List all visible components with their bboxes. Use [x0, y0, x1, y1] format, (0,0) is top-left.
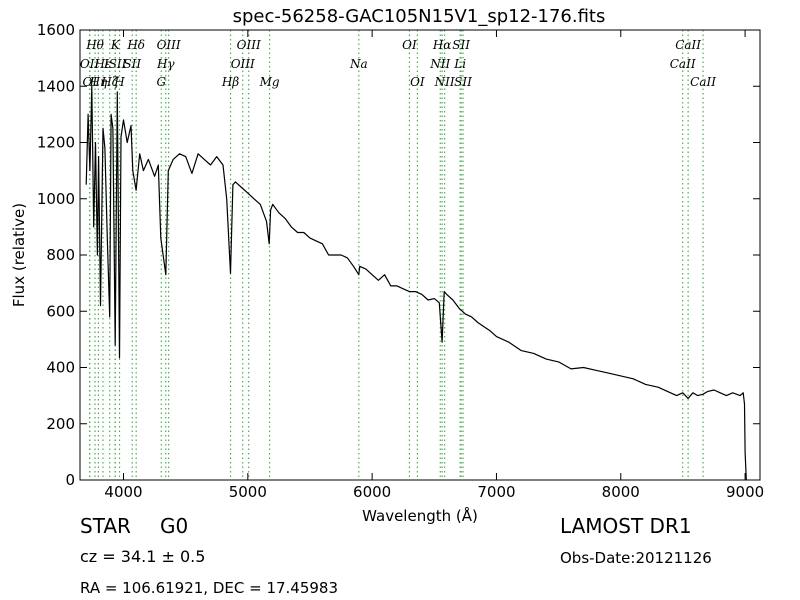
y-tick-label-1200: 1200 [37, 134, 75, 152]
y-tick-label-1000: 1000 [37, 190, 75, 208]
x-tick-label-7000: 7000 [477, 483, 515, 501]
line-marker-label-0: OII [80, 57, 100, 71]
line-marker-label-9: SII [123, 57, 141, 71]
y-tick-label-1600: 1600 [37, 21, 75, 39]
y-tick-label-600: 600 [46, 302, 75, 320]
line-marker-label-24: Li [453, 57, 466, 71]
y-tick-label-800: 800 [46, 246, 75, 264]
line-marker-label-20: OI [410, 75, 425, 89]
plot-frame [79, 29, 761, 481]
x-tick-label-6000: 6000 [353, 483, 391, 501]
line-marker-label-15: OIII [231, 57, 255, 71]
line-marker-label-1: OI [83, 75, 98, 89]
line-marker-label-7: ISII [103, 57, 127, 71]
line-marker-label-2: Hθ [85, 38, 104, 52]
line-marker-label-8: H [113, 75, 125, 89]
line-marker-label-19: OI [402, 38, 417, 52]
x-tick-label-8000: 8000 [602, 483, 640, 501]
line-marker-label-12: Hγ [156, 57, 175, 71]
x-tick-label-9000: 9000 [726, 483, 764, 501]
line-marker-label-23: NII [434, 75, 455, 89]
x-tick-label-5000: 5000 [229, 483, 267, 501]
survey-name: LAMOST DR1 [560, 514, 692, 538]
flux-series [85, 85, 747, 481]
line-marker-label-13: OIII [157, 38, 181, 52]
y-tick-label-1400: 1400 [37, 77, 75, 95]
axis-ticks: 4000 5000 6000 7000 8000 9000 0 200 400 600 800 100… [37, 21, 764, 501]
line-marker-label-25: SII [452, 38, 470, 52]
line-marker-label-4: Hε [94, 57, 112, 71]
y-tick-label-400: 400 [46, 359, 75, 377]
line-marker-label-14: Hβ [221, 75, 239, 89]
line-marker-label-5: Hζ [100, 75, 119, 89]
line-marker-label-3: Hη [89, 75, 108, 89]
x-axis-label: Wavelength (Å) [362, 506, 478, 525]
observation-date: Obs-Date:20121126 [560, 549, 712, 567]
y-tick-label-0: 0 [65, 471, 75, 489]
line-marker-label-26: SII [454, 75, 472, 89]
line-marker-label-17: Mg [259, 75, 280, 89]
line-marker-labels: OII OI Hθ Hη Hε Hζ K ISII H SII Hδ G Hγ OIII Hβ OIII OII… [80, 38, 716, 89]
line-marker-label-22: Hα [432, 38, 452, 52]
line-marker-label-6: K [110, 38, 121, 52]
object-class: STAR [80, 514, 131, 538]
line-marker-label-18: Na [349, 57, 368, 71]
chart-title: spec-56258-GAC105N15V1_sp12-176.fits [233, 6, 606, 27]
line-marker-label-27: CaII [670, 57, 696, 71]
line-marker-label-29: CaII [690, 75, 716, 89]
x-tick-label-4000: 4000 [104, 483, 142, 501]
object-subclass: G0 [160, 514, 189, 538]
line-markers [88, 30, 704, 480]
redshift-value: cz = 34.1 ± 0.5 [80, 547, 206, 566]
flux-line-0 [85, 85, 747, 481]
line-marker-label-28: CaII [675, 38, 701, 52]
coordinates: RA = 106.61921, DEC = 17.45983 [80, 579, 339, 597]
y-tick-label-200: 200 [46, 415, 75, 433]
line-marker-label-11: G [157, 75, 167, 89]
line-marker-label-21: NII [429, 57, 450, 71]
line-marker-label-16: OIII [237, 38, 261, 52]
line-marker-label-10: Hδ [126, 38, 145, 52]
y-axis-label: Flux (relative) [10, 203, 28, 307]
